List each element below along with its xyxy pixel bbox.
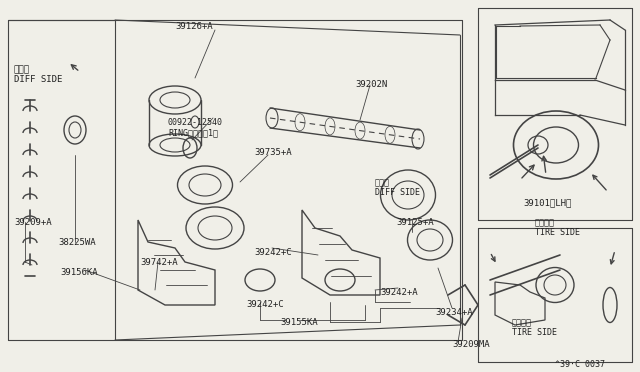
Text: タイヤ側
TIRE SIDE: タイヤ側 TIRE SIDE: [535, 218, 580, 237]
Text: 39209MA: 39209MA: [452, 340, 490, 349]
Text: 39156KA: 39156KA: [60, 268, 98, 277]
Text: デフ側
DIFF SIDE: デフ側 DIFF SIDE: [375, 178, 420, 198]
Text: 39155KA: 39155KA: [280, 318, 317, 327]
Text: 39242+A: 39242+A: [380, 288, 418, 297]
Text: 38225WA: 38225WA: [58, 238, 95, 247]
Text: 39242+C: 39242+C: [254, 248, 292, 257]
Text: 39209+A: 39209+A: [14, 218, 52, 227]
Text: 39234+A: 39234+A: [435, 308, 472, 317]
Text: 39202N: 39202N: [355, 80, 387, 89]
Text: タイヤ側
TIRE SIDE: タイヤ側 TIRE SIDE: [512, 318, 557, 337]
Text: 39735+A: 39735+A: [254, 148, 292, 157]
Text: ^39·C 0037: ^39·C 0037: [555, 360, 605, 369]
Text: 39125+A: 39125+A: [396, 218, 434, 227]
Text: 39101（LH）: 39101（LH）: [523, 198, 572, 207]
Text: 39242+C: 39242+C: [246, 300, 284, 309]
Text: デフ側
DIFF SIDE: デフ側 DIFF SIDE: [14, 65, 62, 84]
Text: 00922-12540
RINGリング（1）: 00922-12540 RINGリング（1）: [168, 118, 223, 137]
Text: 39742+A: 39742+A: [140, 258, 178, 267]
Text: 39126+A: 39126+A: [175, 22, 212, 31]
